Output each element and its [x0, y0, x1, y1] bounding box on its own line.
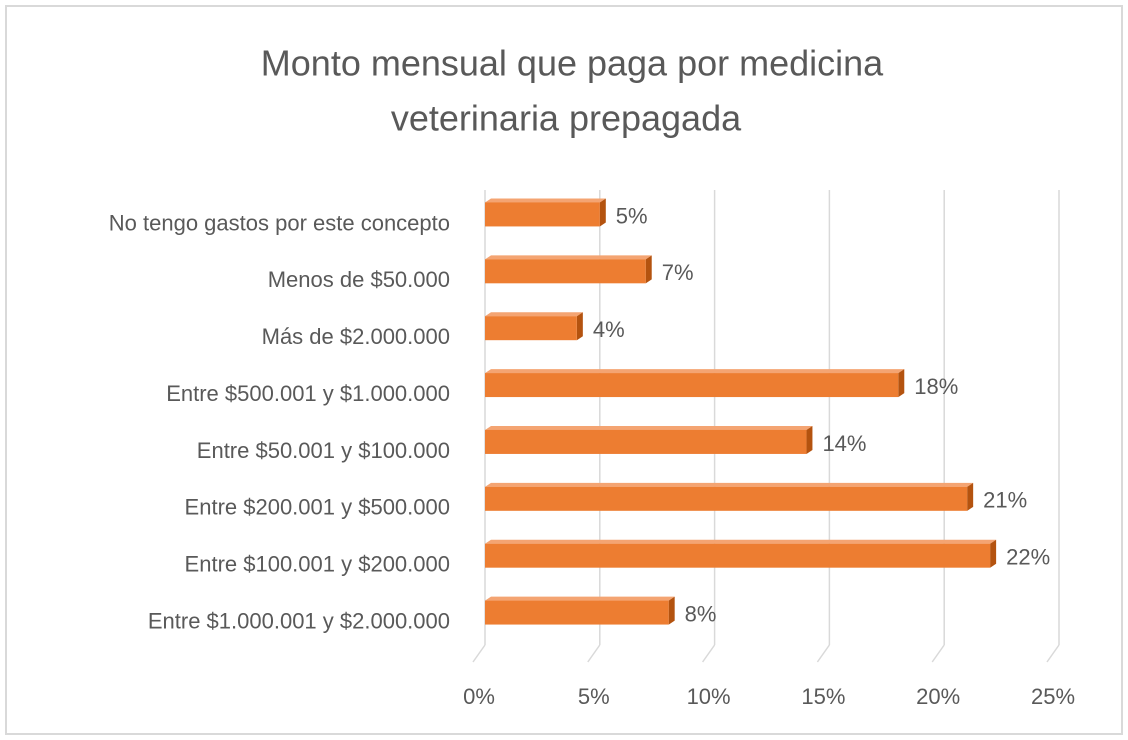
bar-top [485, 425, 813, 430]
x-tick-label: 10% [687, 684, 731, 709]
bar [485, 425, 813, 454]
bar-top [485, 312, 583, 317]
y-tick-label: Entre $200.001 y $500.000 [185, 495, 450, 520]
bar-side [990, 539, 997, 568]
y-tick-label: Menos de $50.000 [268, 267, 450, 292]
y-tick-label: Entre $1.000.001 y $2.000.000 [148, 608, 450, 633]
grid-line [816, 644, 831, 663]
data-label: 21% [983, 488, 1027, 513]
x-tick-label: 0% [463, 684, 495, 709]
bar-side [806, 425, 813, 454]
bar-front [485, 316, 577, 341]
bar [485, 482, 974, 511]
bar-top [485, 255, 652, 260]
x-tick-label: 25% [1031, 684, 1075, 709]
bar-top [485, 369, 905, 374]
bar-front [485, 600, 669, 625]
bar-side [599, 198, 606, 227]
y-tick-label: Entre $100.001 y $200.000 [185, 552, 450, 577]
grid-line [472, 644, 486, 663]
bar-front [485, 543, 991, 568]
bar [485, 198, 606, 227]
bar-front [485, 202, 600, 227]
bar [485, 369, 905, 398]
data-label: 4% [593, 317, 625, 342]
y-tick-label: No tengo gastos por este concepto [109, 210, 450, 235]
data-label: 8% [685, 601, 717, 626]
bar [485, 539, 997, 568]
data-label: 7% [662, 260, 694, 285]
data-label: 22% [1006, 545, 1050, 570]
x-tick-label: 20% [916, 684, 960, 709]
bar [485, 255, 652, 284]
bar-top [485, 482, 974, 487]
grid-line [701, 644, 716, 663]
y-tick-label: Entre $50.001 y $100.000 [197, 438, 450, 463]
bar-front [485, 429, 807, 454]
chart-title: veterinaria prepagada [391, 98, 742, 139]
y-tick-label: Entre $500.001 y $1.000.000 [166, 381, 450, 406]
x-tick-label: 15% [801, 684, 845, 709]
chart-title: Monto mensual que paga por medicina [261, 43, 884, 84]
bar [485, 312, 583, 341]
data-label: 5% [616, 203, 648, 228]
grid-line [587, 644, 601, 663]
bar-side [645, 255, 652, 284]
data-label: 14% [822, 431, 866, 456]
bar-top [485, 198, 606, 203]
grid-line [931, 644, 945, 663]
grid-line [1046, 644, 1060, 663]
bar-side [898, 369, 905, 398]
bar-top [485, 596, 675, 601]
y-tick-label: Más de $2.000.000 [262, 324, 450, 349]
bar-front [485, 373, 899, 398]
bar-front [485, 486, 968, 511]
bar-side [576, 312, 583, 341]
bar-side [668, 596, 675, 625]
data-label: 18% [914, 374, 958, 399]
bar-front [485, 259, 646, 284]
bar [485, 596, 675, 625]
bar-side [967, 482, 974, 511]
bar-top [485, 539, 997, 544]
x-tick-label: 5% [578, 684, 610, 709]
